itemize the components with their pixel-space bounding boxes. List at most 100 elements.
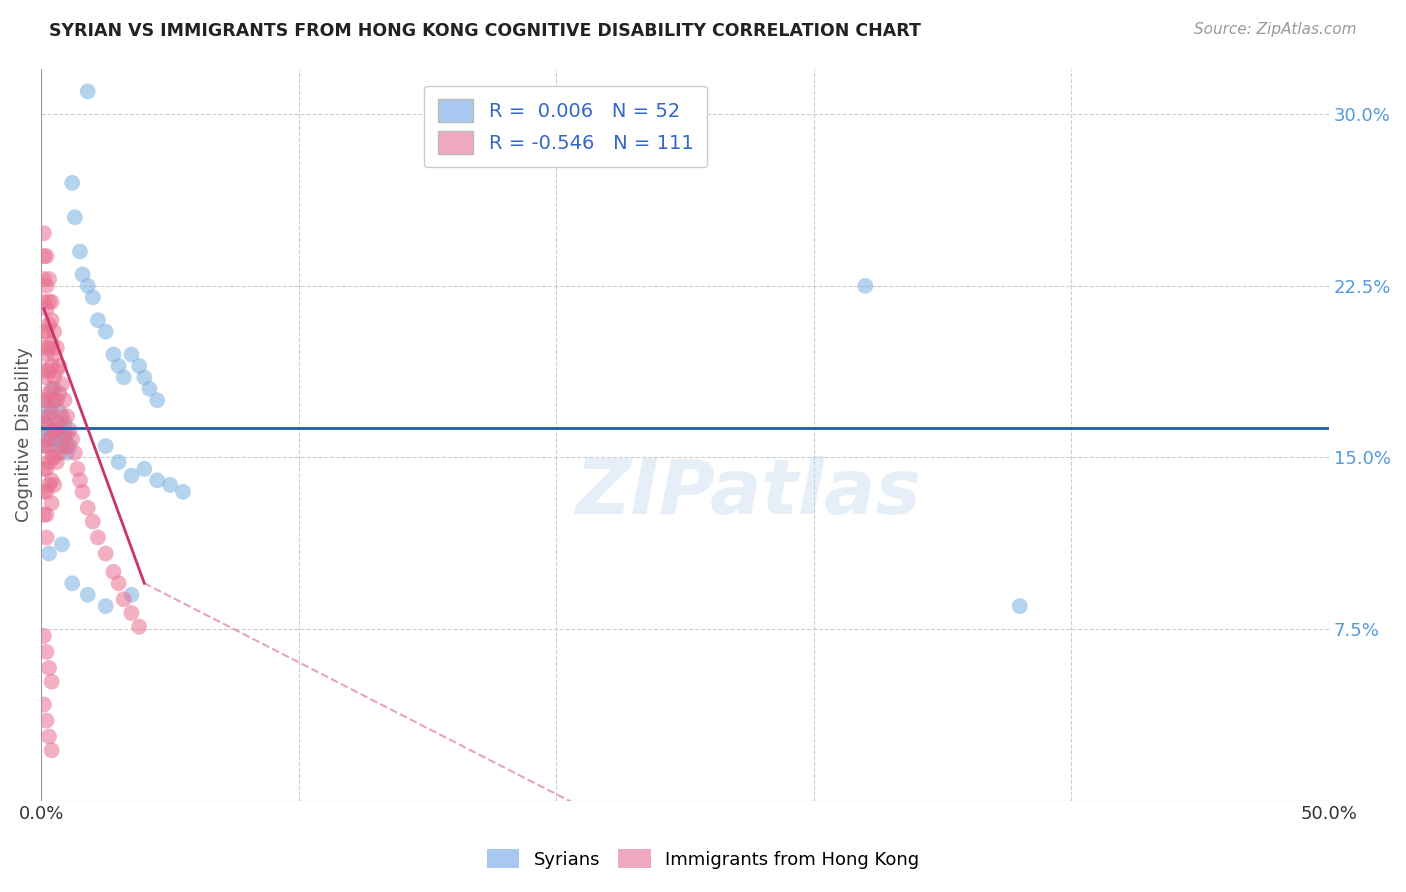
Point (51, 409, 73, 424)
Point (44, 423, 66, 437)
Point (128, 620, 150, 634)
Point (48, 416, 70, 430)
Point (120, 606, 142, 620)
Point (53, 432, 76, 446)
Point (41, 473, 63, 487)
Point (35, 347, 58, 361)
Point (32, 484, 55, 499)
Point (32, 698, 55, 712)
Point (51, 377, 73, 392)
Point (38, 294, 60, 309)
Point (32, 416, 55, 430)
Point (59, 423, 82, 437)
Point (32, 363, 55, 377)
Point (107, 455, 129, 469)
Point (41, 405, 63, 419)
Point (172, 484, 194, 499)
Point (38, 409, 60, 424)
Point (48, 386, 70, 401)
Point (76, 588, 98, 602)
Point (48, 427, 70, 442)
Point (41, 336, 63, 351)
Point (51, 537, 73, 551)
Point (159, 478, 181, 492)
Point (45, 455, 67, 469)
Point (87, 313, 110, 327)
Point (82, 290, 104, 304)
Point (45, 393, 67, 408)
Point (44, 382, 66, 396)
Point (44, 450, 66, 465)
Point (35, 508, 58, 522)
Point (120, 588, 142, 602)
Point (35, 714, 58, 728)
Point (32, 393, 55, 408)
Point (38, 730, 60, 744)
Point (72, 268, 94, 282)
Point (35, 531, 58, 545)
Point (853, 278, 876, 293)
Point (82, 515, 104, 529)
Point (38, 439, 60, 453)
Point (51, 423, 73, 437)
Point (60, 576, 83, 591)
Point (35, 462, 58, 476)
Point (69, 244, 91, 259)
Point (44, 393, 66, 408)
Point (35, 645, 58, 659)
Point (59, 439, 82, 453)
Point (44, 325, 66, 339)
Point (44, 423, 66, 437)
Point (107, 359, 129, 373)
Legend: Syrians, Immigrants from Hong Kong: Syrians, Immigrants from Hong Kong (479, 841, 927, 876)
Point (87, 531, 110, 545)
Point (44, 478, 66, 492)
Point (32, 439, 55, 453)
Point (76, 278, 98, 293)
Point (48, 446, 70, 460)
Point (32, 420, 55, 434)
Point (103, 347, 125, 361)
Y-axis label: Cognitive Disability: Cognitive Disability (15, 347, 32, 522)
Point (44, 370, 66, 384)
Point (107, 576, 129, 591)
Point (146, 393, 169, 408)
Point (112, 370, 135, 384)
Point (138, 382, 160, 396)
Point (45, 363, 67, 377)
Point (60, 432, 83, 446)
Point (120, 468, 142, 483)
Point (41, 382, 63, 396)
Point (38, 272, 60, 286)
Point (45, 341, 67, 355)
Point (38, 432, 60, 446)
Point (35, 278, 58, 293)
Point (32, 325, 55, 339)
Point (56, 446, 79, 460)
Point (38, 386, 60, 401)
Point (41, 359, 63, 373)
Point (35, 325, 58, 339)
Point (35, 301, 58, 316)
Point (41, 743, 63, 757)
Point (120, 347, 142, 361)
Point (35, 484, 58, 499)
Point (38, 547, 60, 561)
Point (32, 294, 55, 309)
Text: ZIPatlas: ZIPatlas (576, 456, 922, 530)
Point (60, 176, 83, 190)
Point (35, 427, 58, 442)
Point (76, 500, 98, 515)
Point (38, 363, 60, 377)
Text: Source: ZipAtlas.com: Source: ZipAtlas.com (1194, 22, 1357, 37)
Point (32, 629, 55, 643)
Point (53, 393, 76, 408)
Point (35, 416, 58, 430)
Point (56, 439, 79, 453)
Point (51, 439, 73, 453)
Point (69, 473, 91, 487)
Point (94, 599, 117, 614)
Text: SYRIAN VS IMMIGRANTS FROM HONG KONG COGNITIVE DISABILITY CORRELATION CHART: SYRIAN VS IMMIGRANTS FROM HONG KONG COGN… (49, 22, 921, 40)
Point (63, 211, 86, 225)
Point (94, 325, 117, 339)
